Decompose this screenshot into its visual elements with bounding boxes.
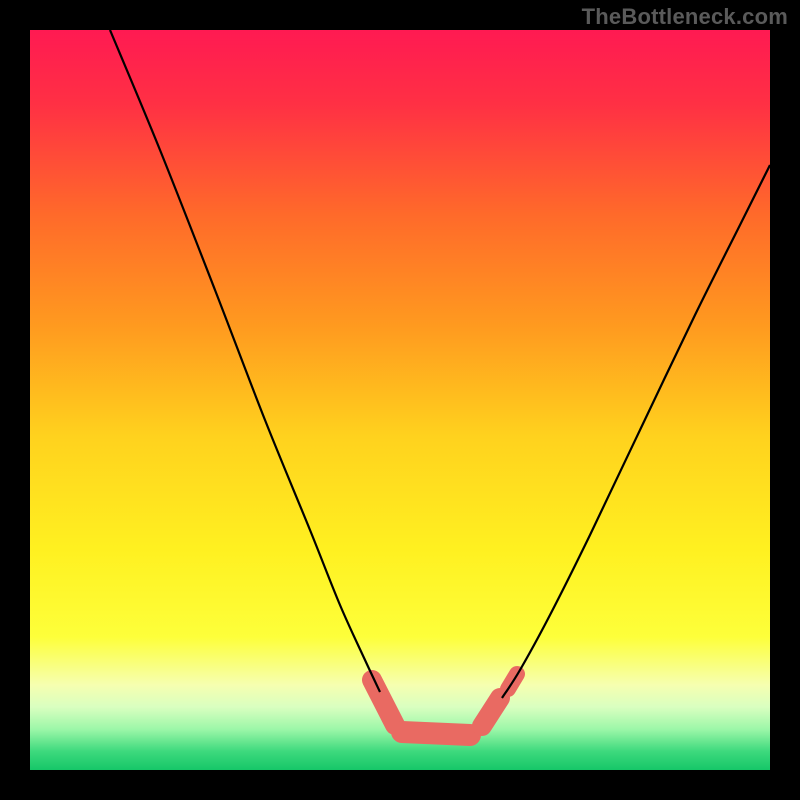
plot-svg <box>30 30 770 770</box>
watermark-text: TheBottleneck.com <box>582 4 788 30</box>
chart-frame: TheBottleneck.com <box>0 0 800 800</box>
marker-capsule <box>402 732 470 735</box>
gradient-background <box>30 30 770 770</box>
plot-area <box>30 30 770 770</box>
